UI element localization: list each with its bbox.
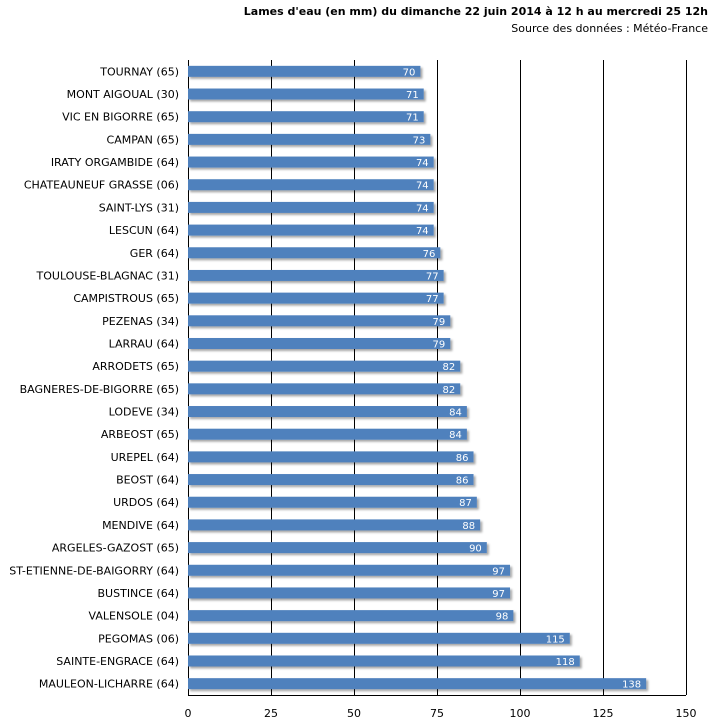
- bar-value-label: 74: [416, 203, 429, 214]
- bar: [188, 269, 444, 281]
- category-label: BAGNERES-DE-BIGORRE (65): [20, 383, 179, 396]
- bar: [188, 383, 461, 395]
- category-label: GER (64): [130, 247, 179, 260]
- category-label: UREPEL (64): [111, 451, 179, 464]
- bar-value-label: 86: [456, 453, 469, 464]
- bars: 70 71 71 73 74 74 74 74 76 77 77 79 79 82 82 84 84 86 86 87…: [188, 65, 647, 691]
- category-label: IRATY ORGAMBIDE (64): [51, 156, 179, 169]
- bar: [188, 655, 580, 667]
- x-tick-label: 0: [185, 707, 192, 720]
- bar: [188, 337, 451, 349]
- category-label: SAINT-LYS (31): [99, 201, 179, 214]
- category-label: MONT AIGOUAL (30): [67, 88, 179, 101]
- x-tick-label: 50: [347, 707, 361, 720]
- category-label: CAMPISTROUS (65): [73, 292, 179, 305]
- bar: [188, 632, 570, 644]
- bar-value-label: 71: [406, 90, 419, 101]
- category-label: VALENSOLE (04): [89, 610, 179, 623]
- x-tick-label: 100: [510, 707, 531, 720]
- category-label: PEGOMAS (06): [98, 632, 179, 645]
- bar-value-label: 82: [443, 362, 456, 373]
- bar-value-label: 118: [556, 657, 575, 668]
- category-label: CAMPAN (65): [107, 133, 179, 146]
- bar-value-label: 84: [449, 408, 462, 419]
- bar-value-label: 71: [406, 113, 419, 124]
- bar: [188, 451, 474, 463]
- bar: [188, 610, 514, 622]
- bar: [188, 406, 467, 418]
- category-label: ST-ETIENNE-DE-BAIGORRY (64): [9, 564, 179, 577]
- bar-value-label: 74: [416, 158, 429, 169]
- category-label: MAULEON-LICHARRE (64): [39, 678, 179, 691]
- bar-value-label: 82: [443, 385, 456, 396]
- category-label: ARGELES-GAZOST (65): [52, 542, 179, 555]
- bar: [188, 179, 434, 191]
- category-label: LODEVE (34): [109, 406, 179, 419]
- bar-value-label: 84: [449, 430, 462, 441]
- bar-value-label: 77: [426, 294, 439, 305]
- bar: [188, 88, 424, 100]
- grid-lines: [188, 60, 687, 696]
- category-label: ARBEOST (65): [101, 428, 179, 441]
- chart-title: Lames d'eau (en mm) du dimanche 22 juin …: [243, 5, 708, 18]
- x-tick-label: 75: [430, 707, 444, 720]
- category-label: URDOS (64): [113, 496, 179, 509]
- x-axis: 0 25 50 75 100 125 150: [185, 707, 697, 720]
- category-label: SAINTE-ENGRACE (64): [56, 655, 179, 668]
- category-label: ARRODETS (65): [92, 360, 179, 373]
- bar: [188, 564, 511, 576]
- bar: [188, 65, 421, 77]
- bar: [188, 519, 481, 531]
- bar-value-label: 70: [403, 67, 416, 78]
- category-label: TOULOUSE-BLAGNAC (31): [36, 269, 179, 282]
- chart-subtitle: Source des données : Météo-France: [511, 22, 708, 35]
- bar-value-label: 77: [426, 271, 439, 282]
- category-label: MENDIVE (64): [102, 519, 179, 532]
- category-labels: TOURNAY (65) MONT AIGOUAL (30) VIC EN BIGO…: [9, 65, 179, 690]
- x-tick-label: 25: [264, 707, 278, 720]
- category-label: BUSTINCE (64): [98, 587, 179, 600]
- bar-value-label: 79: [433, 339, 446, 350]
- bar-value-label: 87: [459, 498, 472, 509]
- bar: [188, 496, 477, 508]
- bar: [188, 542, 487, 554]
- bar-value-label: 115: [546, 634, 565, 645]
- bar: [188, 315, 451, 327]
- bar: [188, 360, 461, 372]
- bar: [188, 133, 431, 145]
- x-tick-label: 125: [593, 707, 614, 720]
- x-tick-label: 150: [676, 707, 697, 720]
- category-label: CHATEAUNEUF GRASSE (06): [24, 179, 179, 192]
- bar: [188, 474, 474, 486]
- category-label: PEZENAS (34): [102, 315, 179, 328]
- bar-value-label: 76: [423, 249, 436, 260]
- bar: [188, 224, 434, 236]
- bar: [188, 587, 511, 599]
- bar: [188, 201, 434, 213]
- bar-value-label: 86: [456, 476, 469, 487]
- bar-value-label: 90: [469, 544, 482, 555]
- bar-value-label: 97: [492, 589, 505, 600]
- category-label: TOURNAY (65): [99, 65, 179, 78]
- bar: [188, 111, 424, 123]
- bar: [188, 292, 444, 304]
- bar-value-label: 74: [416, 181, 429, 192]
- bar-value-label: 74: [416, 226, 429, 237]
- bar: [188, 428, 467, 440]
- bar-value-label: 97: [492, 566, 505, 577]
- category-label: BEOST (64): [116, 474, 179, 487]
- bar-value-label: 79: [433, 317, 446, 328]
- bar: [188, 678, 647, 690]
- bar-value-label: 88: [462, 521, 475, 532]
- category-label: LARRAU (64): [109, 337, 179, 350]
- bar-value-label: 73: [413, 135, 426, 146]
- bar-value-label: 98: [496, 612, 509, 623]
- bar: [188, 247, 441, 259]
- bar-value-label: 138: [622, 680, 641, 691]
- category-label: LESCUN (64): [109, 224, 179, 237]
- bar: [188, 156, 434, 168]
- category-label: VIC EN BIGORRE (65): [62, 111, 179, 124]
